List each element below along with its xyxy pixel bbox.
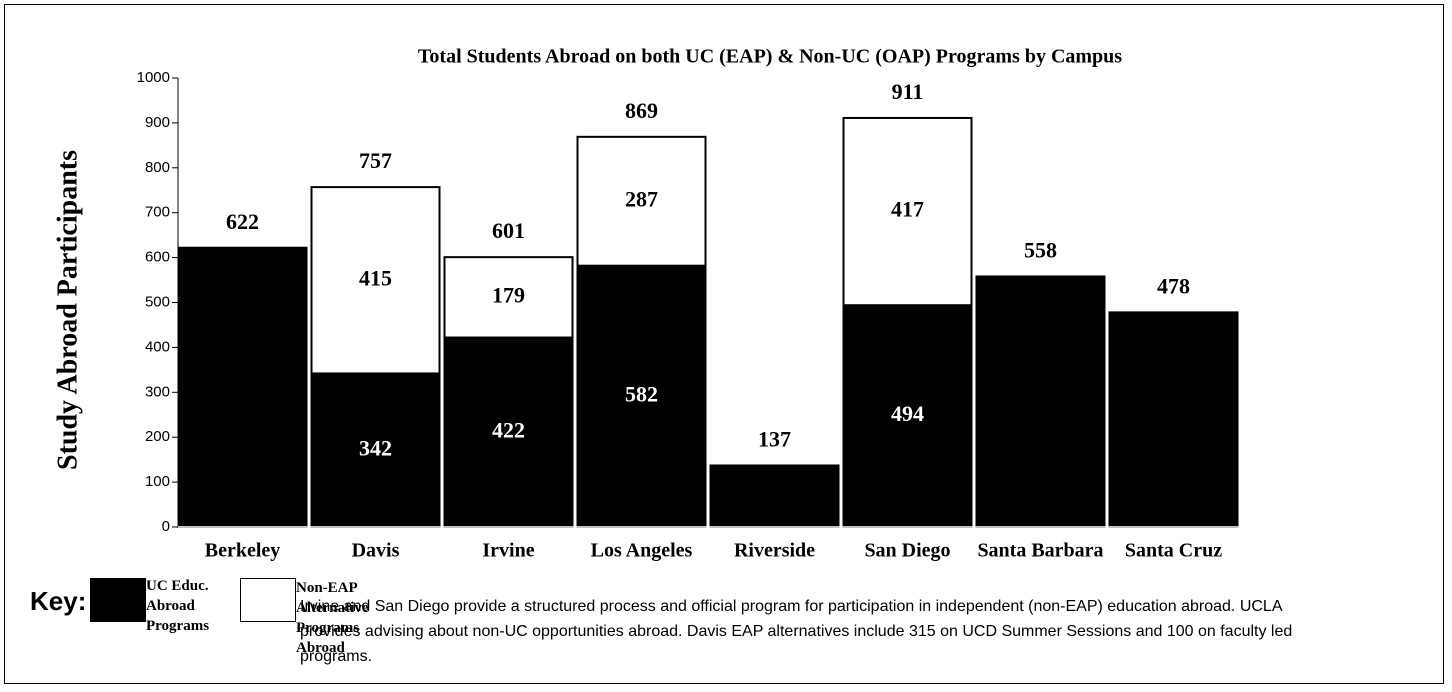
legend-title: Key: [30,586,87,616]
y-tick-label: 600 [145,249,170,266]
y-tick-label: 500 [145,293,170,310]
segment-label: 422 [492,417,525,442]
total-label: 622 [226,209,259,234]
x-tick-label: Santa Barbara [977,540,1103,562]
y-axis-label: Study Abroad Participants [52,150,83,470]
segment-label: 415 [359,265,392,290]
total-label: 911 [892,79,924,104]
legend-label: UC Educ. Abroad Programs [146,578,210,634]
x-tick-label: Berkeley [205,540,281,562]
y-tick-label: 400 [145,338,170,355]
x-tick-label: Riverside [734,540,815,562]
bar-segment [443,256,574,339]
y-tick-label: 900 [145,114,170,131]
y-tick-label: 700 [145,204,170,221]
y-tick-label: 800 [145,159,170,176]
segment-label: 582 [625,381,658,406]
y-tick-label: 100 [145,473,170,490]
chart-title: Total Students Abroad on both UC (EAP) &… [418,46,1122,68]
total-label: 869 [625,98,658,123]
legend-swatch [90,578,146,622]
segment-label: 342 [359,435,392,460]
x-tick-label: Santa Cruz [1125,540,1222,562]
segment-label: 179 [492,282,525,307]
segment-label: 287 [625,186,658,211]
segment-label: 494 [891,401,924,426]
x-tick-label: San Diego [864,540,950,562]
x-tick-label: Davis [352,540,400,562]
total-label: 601 [492,218,525,243]
y-tick-label: 200 [145,428,170,445]
bar-segment [177,246,308,529]
y-tick-label: 0 [162,518,170,535]
y-tick-label: 300 [145,383,170,400]
bar-segment [576,135,707,267]
total-label: 478 [1157,273,1190,298]
bar-segment [842,116,973,307]
legend-swatch [240,578,296,622]
x-tick-label: Los Angeles [591,540,693,562]
bar-segment [576,264,707,528]
bar-segment [1108,311,1239,528]
segment-label: 417 [891,197,924,222]
total-label: 757 [359,148,392,173]
frame [4,4,1444,684]
bar-segment [310,186,441,375]
legend-label: Non-EAP Alternative Programs Abroad [296,580,369,656]
bar-segment [709,464,840,528]
bar-segment [975,275,1106,529]
bar-segment [310,372,441,528]
y-tick-label: 1000 [137,69,170,86]
total-label: 558 [1024,238,1057,263]
x-tick-label: Irvine [482,540,534,562]
bar-segment [443,336,574,528]
note: Irvine and San Diego provide a structure… [300,598,1293,665]
total-label: 137 [758,427,791,452]
